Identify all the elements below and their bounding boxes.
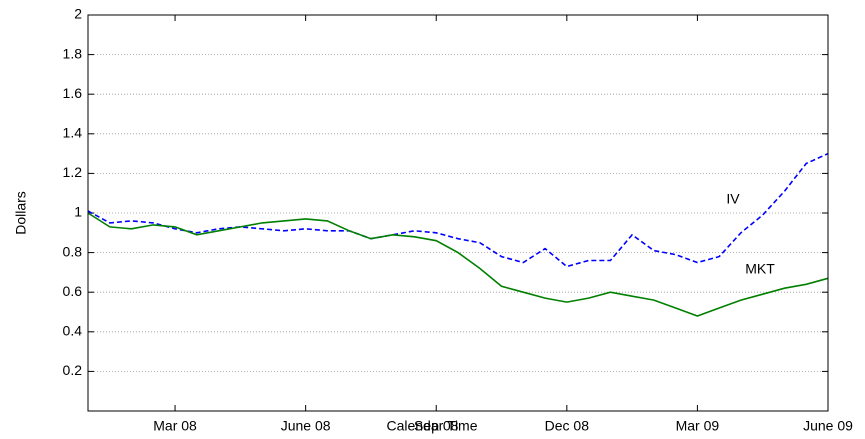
x-tick-label: Sep 08 [414,418,459,434]
y-tick-label: 2 [74,6,82,22]
y-tick-label: 1.2 [63,164,83,180]
series-label: MKT [745,261,775,277]
plot-frame [87,14,829,412]
y-tick-label: 0.8 [63,243,83,259]
x-axis-label: Calendar Time [386,418,477,434]
y-tick-label: 1.6 [63,85,83,101]
x-tick-label: June 08 [281,418,331,434]
x-tick-label: Mar 09 [676,418,720,434]
y-tick-label: 1 [74,204,82,220]
y-axis-label: Dollars [13,191,29,235]
x-tick-label: Mar 08 [153,418,197,434]
y-tick-label: 0.6 [63,283,83,299]
series-line [87,152,829,268]
x-tick-label: Dec 08 [545,418,590,434]
y-tick-label: 1.4 [63,125,83,141]
x-tick-label: June 09 [803,418,853,434]
series-line [87,212,829,317]
y-tick-label: 0.4 [63,323,83,339]
y-tick-label: 1.8 [63,45,83,61]
y-tick-label: 0.2 [63,362,83,378]
series-label: IV [726,191,740,207]
